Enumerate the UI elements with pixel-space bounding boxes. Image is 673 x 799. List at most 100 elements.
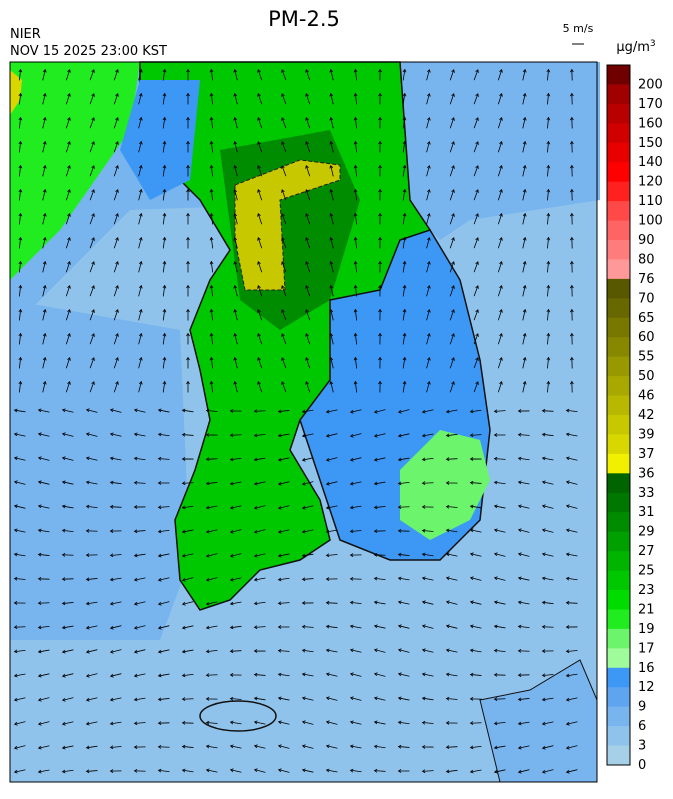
wind-arrow xyxy=(402,332,407,345)
wind-arrow xyxy=(65,165,71,177)
wind-arrow xyxy=(522,380,527,393)
wind-arrow xyxy=(229,481,242,486)
wind-arrow xyxy=(205,744,218,749)
colorbar-segment xyxy=(607,687,630,708)
wind-arrow xyxy=(61,504,74,509)
wind-arrow xyxy=(281,141,287,153)
colorbar-label: 150 xyxy=(638,136,663,151)
colorbar-label: 29 xyxy=(638,525,655,540)
wind-arrow xyxy=(445,409,458,414)
wind-arrow xyxy=(277,577,290,582)
wind-arrow xyxy=(65,213,71,225)
wind-arrow xyxy=(517,456,530,461)
wind-arrow xyxy=(61,721,74,726)
wind-arrow xyxy=(89,189,95,201)
wind-arrow xyxy=(426,140,431,153)
wind-arrow xyxy=(469,721,482,726)
colorbar-label: 31 xyxy=(638,505,655,520)
wind-arrow xyxy=(85,625,98,630)
wind-arrow xyxy=(133,601,146,606)
wind-arrow xyxy=(162,284,167,297)
wind-arrow xyxy=(522,68,527,81)
colorbar-segment xyxy=(607,220,630,241)
wind-arrow xyxy=(445,528,458,533)
wind-arrow xyxy=(449,165,455,177)
wind-arrow xyxy=(65,69,71,81)
wind-arrow xyxy=(353,332,358,345)
wind-arrow xyxy=(89,309,95,321)
wind-arrow xyxy=(253,433,266,438)
colorbar-segment xyxy=(607,512,630,533)
wind-arrow xyxy=(305,237,311,249)
wind-arrow xyxy=(138,116,143,129)
wind-arrow xyxy=(37,769,50,774)
wind-arrow xyxy=(13,480,26,485)
wind-arrow xyxy=(517,480,530,485)
wind-arrow xyxy=(89,261,95,273)
wind-arrow xyxy=(233,92,238,105)
wind-arrow xyxy=(229,529,242,534)
wind-arrow xyxy=(497,93,503,105)
wind-arrow xyxy=(449,333,455,345)
wind-arrow xyxy=(325,529,338,534)
wind-arrow xyxy=(162,212,167,225)
colorbar-segment xyxy=(607,356,630,377)
colorbar-segment xyxy=(607,142,630,163)
wind-arrow xyxy=(113,261,119,273)
wind-arrow xyxy=(373,457,386,462)
wind-arrow xyxy=(205,408,218,413)
colorbar-label: 21 xyxy=(638,602,655,617)
wind-arrow xyxy=(522,116,527,129)
wind-arrow xyxy=(181,457,194,461)
wind-arrow xyxy=(281,117,287,129)
wind-arrow xyxy=(397,769,410,773)
wind-arrow xyxy=(157,529,170,534)
wind-arrow xyxy=(541,432,554,437)
wind-arrow xyxy=(233,68,238,81)
wind-arrow xyxy=(402,356,407,369)
wind-arrow xyxy=(565,432,578,437)
wind-arrow xyxy=(301,672,314,677)
wind-arrow xyxy=(373,576,386,581)
wind-arrow xyxy=(353,164,358,177)
wind-arrow xyxy=(65,285,71,297)
wind-arrow xyxy=(421,481,434,486)
wind-arrow xyxy=(18,116,23,129)
wind-arrow xyxy=(469,552,482,557)
wind-arrow xyxy=(133,529,146,534)
wind-arrow xyxy=(349,505,362,510)
wind-arrow xyxy=(257,93,263,105)
wind-arrow xyxy=(449,309,455,321)
wind-arrow xyxy=(133,721,146,726)
wind-arrow xyxy=(229,649,242,654)
wind-arrow xyxy=(257,285,263,297)
wind-arrow xyxy=(517,697,530,702)
wind-reference: 5 m/s xyxy=(563,22,594,35)
wind-arrow xyxy=(157,697,170,702)
wind-arrow xyxy=(565,456,578,461)
wind-arrow xyxy=(253,601,266,606)
colorbar-segment xyxy=(607,415,630,435)
wind-arrow xyxy=(565,600,578,605)
wind-arrow xyxy=(162,260,167,273)
wind-arrow xyxy=(205,457,218,462)
wind-arrow xyxy=(42,68,47,81)
wind-arrow xyxy=(569,236,574,249)
wind-arrow xyxy=(277,553,290,558)
wind-arrow xyxy=(162,92,167,105)
colorbar-segment xyxy=(607,628,630,649)
wind-arrow xyxy=(253,696,266,701)
wind-arrow xyxy=(257,309,263,321)
wind-arrow xyxy=(426,188,431,201)
wind-arrow xyxy=(42,380,47,393)
wind-arrow xyxy=(522,212,527,225)
wind-arrow xyxy=(181,481,194,486)
colorbar-label: 12 xyxy=(638,680,655,695)
wind-arrow xyxy=(449,189,455,201)
wind-arrow xyxy=(541,649,554,653)
wind-arrow xyxy=(397,648,410,653)
wind-arrow xyxy=(522,332,527,345)
colorbar-label: 55 xyxy=(638,350,655,365)
wind-arrow xyxy=(493,648,506,653)
